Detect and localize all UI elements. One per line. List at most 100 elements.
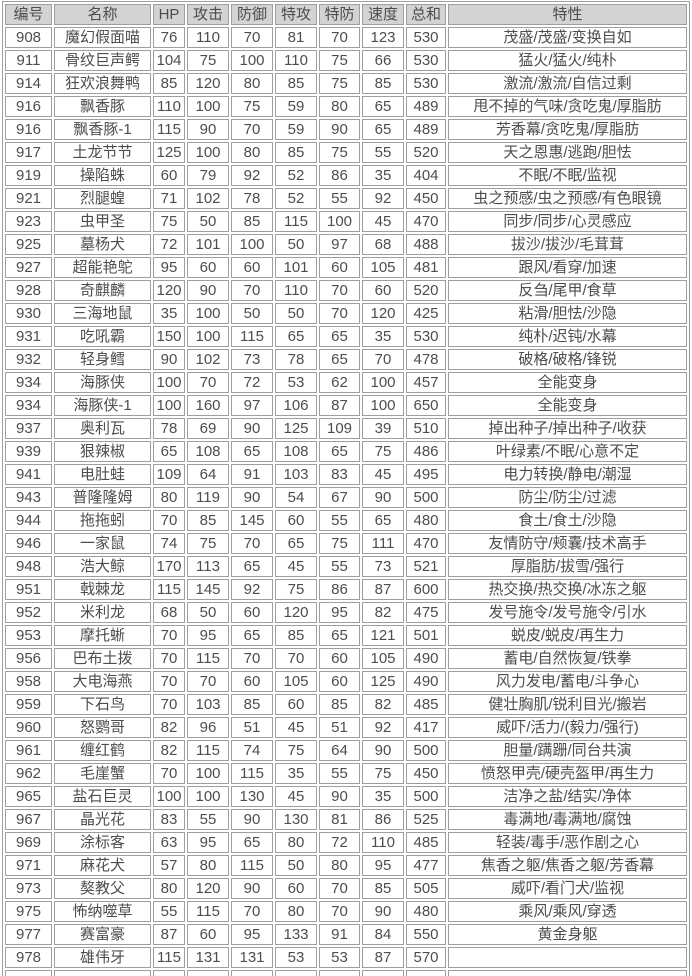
cell-abilities: 热交换/热交换/冰冻之躯	[448, 579, 687, 600]
cell-spa: 50	[275, 855, 317, 876]
cell-def: 70	[231, 648, 273, 669]
cell-hp: 55	[153, 901, 185, 922]
cell-spe: 105	[362, 648, 404, 669]
cell-num: 946	[5, 533, 52, 554]
cell-def: 60	[231, 671, 273, 692]
cell-total: 500	[406, 487, 446, 508]
cell-def: 70	[231, 280, 273, 301]
cell-hp: 70	[153, 671, 185, 692]
cell-hp: 70	[153, 763, 185, 784]
cell-spd: 97	[319, 234, 360, 255]
cell-name	[54, 970, 151, 976]
cell-hp: 72	[153, 234, 185, 255]
cell-def: 80	[231, 73, 273, 94]
cell-abilities: 甩不掉的气味/贪吃鬼/厚脂肪	[448, 96, 687, 117]
cell-def: 91	[231, 464, 273, 485]
cell-spd: 70	[319, 901, 360, 922]
cell-abilities: 焦香之躯/焦香之躯/芳香幕	[448, 855, 687, 876]
cell-num: 978	[5, 947, 52, 968]
cell-atk: 103	[187, 694, 229, 715]
table-row: 916 飘香豚 110 100 75 59 80 65 489 甩不掉的气味/贪吃鬼/厚脂肪	[5, 96, 687, 117]
cell-atk: 70	[187, 372, 229, 393]
table-row: 977 赛富豪 87 60 95 133 91 84 550 黄金身躯	[5, 924, 687, 945]
cell-spd: 72	[319, 832, 360, 853]
cell-def: 50	[231, 303, 273, 324]
cell-total: 489	[406, 119, 446, 140]
cell-name: 缠红鹤	[54, 740, 151, 761]
cell-atk: 75	[187, 533, 229, 554]
cell-atk: 100	[187, 303, 229, 324]
cell-total: 478	[406, 349, 446, 370]
cell-total: 510	[406, 418, 446, 439]
cell-spd: 75	[319, 142, 360, 163]
cell-name: 毛崖蟹	[54, 763, 151, 784]
cell-name: 怖纳噬草	[54, 901, 151, 922]
cell-atk: 115	[187, 740, 229, 761]
cell-def: 65	[231, 441, 273, 462]
cell-name: 雄伟牙	[54, 947, 151, 968]
cell-atk: 120	[187, 878, 229, 899]
column-header-num: 编号	[5, 4, 52, 25]
cell-atk: 60	[187, 924, 229, 945]
cell-abilities: 友情防守/颊囊/技术高手	[448, 533, 687, 554]
cell-spe: 35	[362, 326, 404, 347]
cell-spe: 85	[362, 73, 404, 94]
table-row: 962 毛崖蟹 70 100 115 35 55 75 450 愤怒甲壳/硬壳盔甲/再生力	[5, 763, 687, 784]
table-body: 908 魔幻假面喵 76 110 70 81 70 123 530 茂盛/茂盛/变换自如 911 骨纹…	[5, 27, 687, 976]
cell-spa: 85	[275, 142, 317, 163]
cell-abilities	[448, 970, 687, 976]
cell-spa: 101	[275, 257, 317, 278]
cell-atk: 102	[187, 349, 229, 370]
table-row: 932 轻身鳕 90 102 73 78 65 70 478 破格/破格/锋锐	[5, 349, 687, 370]
cell-abilities: 愤怒甲壳/硬壳盔甲/再生力	[448, 763, 687, 784]
cell-atk: 60	[187, 257, 229, 278]
cell-hp: 78	[153, 418, 185, 439]
table-row: 952 米利龙 68 50 60 120 95 82 475 发号施令/发号施令/引水	[5, 602, 687, 623]
cell-spd: 62	[319, 372, 360, 393]
cell-spe: 55	[362, 142, 404, 163]
cell-spd: 51	[319, 717, 360, 738]
cell-def: 65	[231, 832, 273, 853]
cell-spa	[275, 970, 317, 976]
cell-atk: 102	[187, 188, 229, 209]
cell-spe: 92	[362, 188, 404, 209]
cell-spe: 120	[362, 303, 404, 324]
cell-name: 吃吼霸	[54, 326, 151, 347]
cell-num: 958	[5, 671, 52, 692]
cell-spe: 123	[362, 27, 404, 48]
table-row: 921 烈腿蝗 71 102 78 52 55 92 450 虫之预感/虫之预感/有色眼镜	[5, 188, 687, 209]
cell-spd: 95	[319, 602, 360, 623]
cell-spa: 52	[275, 165, 317, 186]
cell-name: 盐石巨灵	[54, 786, 151, 807]
cell-spa: 130	[275, 809, 317, 830]
column-header-name: 名称	[54, 4, 151, 25]
cell-spa: 80	[275, 901, 317, 922]
column-header-total: 总和	[406, 4, 446, 25]
cell-hp: 109	[153, 464, 185, 485]
cell-num: 939	[5, 441, 52, 462]
table-row: 925 墓杨犬 72 101 100 50 97 68 488 拔沙/拔沙/毛茸茸	[5, 234, 687, 255]
cell-abilities: 拔沙/拔沙/毛茸茸	[448, 234, 687, 255]
cell-atk: 95	[187, 832, 229, 853]
cell-hp: 75	[153, 211, 185, 232]
cell-abilities: 蜕皮/蜕皮/再生力	[448, 625, 687, 646]
cell-total: 450	[406, 763, 446, 784]
cell-num: 934	[5, 395, 52, 416]
cell-hp: 82	[153, 740, 185, 761]
cell-num: 969	[5, 832, 52, 853]
cell-abilities: 反刍/尾甲/食草	[448, 280, 687, 301]
cell-spd: 70	[319, 303, 360, 324]
cell-atk: 131	[187, 947, 229, 968]
cell-spe: 82	[362, 602, 404, 623]
cell-spd: 75	[319, 50, 360, 71]
column-header-spa: 特攻	[275, 4, 317, 25]
cell-def: 78	[231, 188, 273, 209]
cell-atk: 100	[187, 326, 229, 347]
cell-def: 100	[231, 50, 273, 71]
cell-spe: 90	[362, 901, 404, 922]
cell-spd: 64	[319, 740, 360, 761]
cell-spe: 125	[362, 671, 404, 692]
cell-hp: 125	[153, 142, 185, 163]
table-row: 937 奥利瓦 78 69 90 125 109 39 510 掉出种子/掉出种子/收获	[5, 418, 687, 439]
table-row: 923 虫甲圣 75 50 85 115 100 45 470 同步/同步/心灵感应	[5, 211, 687, 232]
